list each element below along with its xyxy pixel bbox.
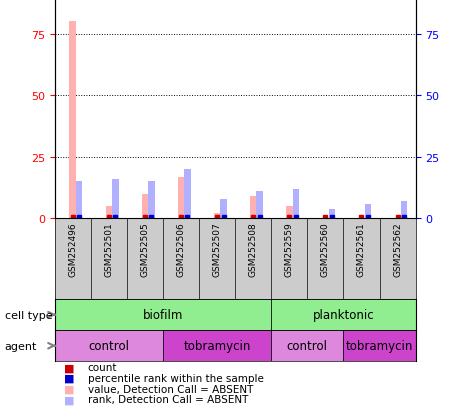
Text: GSM252508: GSM252508 (249, 222, 257, 277)
Bar (401, 202, 408, 219)
Bar (163, 330, 271, 361)
Bar (365, 204, 371, 219)
Text: count: count (88, 363, 117, 373)
Bar (105, 206, 112, 219)
Bar (142, 195, 148, 219)
Text: GSM252562: GSM252562 (393, 222, 402, 277)
Text: rank, Detection Call = ABSENT: rank, Detection Call = ABSENT (88, 394, 248, 404)
Bar (55, 299, 271, 330)
Text: tobramycin: tobramycin (346, 339, 413, 352)
Bar (69, 22, 76, 219)
Bar (55, 330, 163, 361)
Bar (220, 199, 227, 219)
Text: biofilm: biofilm (143, 309, 183, 321)
Bar (271, 299, 416, 330)
Text: percentile rank within the sample: percentile rank within the sample (88, 373, 264, 383)
Bar (214, 214, 220, 219)
Text: ■: ■ (64, 384, 75, 394)
Bar (112, 180, 119, 219)
Text: GSM252559: GSM252559 (285, 222, 294, 277)
Text: GSM252496: GSM252496 (68, 222, 77, 277)
Text: control: control (88, 339, 129, 352)
Text: GSM252507: GSM252507 (213, 222, 221, 277)
Bar (286, 206, 293, 219)
Text: ■: ■ (64, 373, 75, 383)
Text: GSM252506: GSM252506 (177, 222, 185, 277)
Text: cell type: cell type (5, 310, 52, 320)
Bar (184, 170, 191, 219)
Text: planktonic: planktonic (313, 309, 374, 321)
Bar (178, 177, 184, 219)
Text: GSM252560: GSM252560 (321, 222, 330, 277)
Text: GSM252501: GSM252501 (104, 222, 113, 277)
Bar (256, 192, 263, 219)
Text: value, Detection Call = ABSENT: value, Detection Call = ABSENT (88, 384, 253, 394)
Text: GSM252505: GSM252505 (141, 222, 149, 277)
Bar (293, 190, 299, 219)
Bar (148, 182, 155, 219)
Text: agent: agent (5, 341, 37, 351)
Bar (343, 330, 416, 361)
Bar (76, 182, 83, 219)
Bar (329, 209, 335, 219)
Text: tobramycin: tobramycin (183, 339, 251, 352)
Bar (250, 197, 256, 219)
Bar (271, 330, 343, 361)
Text: ■: ■ (64, 363, 75, 373)
Text: ■: ■ (64, 394, 75, 404)
Text: GSM252561: GSM252561 (357, 222, 366, 277)
Text: control: control (287, 339, 328, 352)
